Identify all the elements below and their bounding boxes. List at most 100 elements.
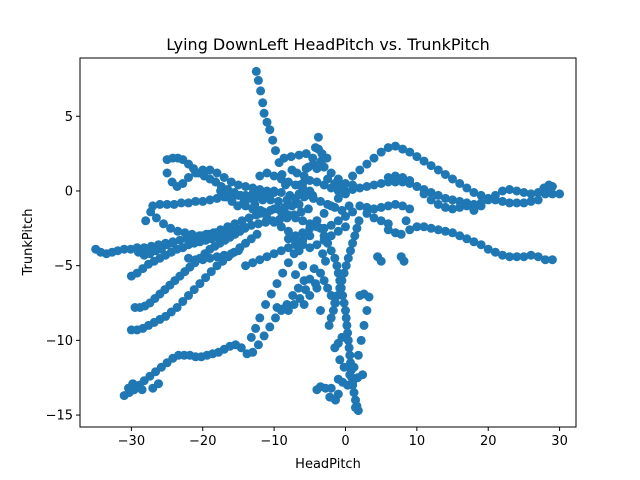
data-point xyxy=(346,246,355,256)
data-point xyxy=(253,75,263,85)
data-point xyxy=(244,193,254,203)
data-point xyxy=(376,147,386,157)
data-point xyxy=(233,246,243,256)
data-point xyxy=(419,156,429,166)
data-point xyxy=(294,189,304,199)
data-point xyxy=(248,347,258,357)
data-point xyxy=(326,246,336,256)
data-point xyxy=(273,196,283,206)
x-axis: −30 −20 −10 0 10 20 30 xyxy=(118,427,568,449)
data-point xyxy=(298,216,308,226)
data-point xyxy=(343,253,353,263)
data-point xyxy=(433,165,443,175)
data-point xyxy=(255,313,265,323)
data-point xyxy=(301,164,311,174)
data-point xyxy=(337,332,347,342)
data-point xyxy=(305,243,315,253)
data-point xyxy=(398,144,408,154)
y-tick-label: 0 xyxy=(65,184,73,199)
data-point xyxy=(312,177,322,187)
data-point xyxy=(433,225,443,235)
data-point xyxy=(335,355,345,365)
data-point xyxy=(271,146,280,156)
data-point xyxy=(178,179,188,188)
data-point xyxy=(248,258,258,268)
data-point xyxy=(262,189,272,199)
data-point xyxy=(476,190,486,200)
data-point xyxy=(526,196,536,206)
data-point xyxy=(330,253,340,263)
data-point xyxy=(383,173,393,182)
data-point xyxy=(178,297,188,306)
data-point xyxy=(255,208,265,218)
data-point xyxy=(469,188,479,197)
data-point xyxy=(191,196,201,206)
data-point xyxy=(341,313,351,323)
data-point xyxy=(383,201,393,211)
data-point xyxy=(324,320,334,330)
data-point xyxy=(328,306,338,315)
data-point xyxy=(426,223,436,233)
data-point xyxy=(226,177,236,187)
data-point xyxy=(301,149,311,159)
data-point xyxy=(296,207,306,217)
data-point xyxy=(316,196,325,206)
data-point xyxy=(283,258,293,268)
data-point xyxy=(313,132,323,142)
data-point xyxy=(241,201,251,211)
data-point xyxy=(419,189,429,199)
data-point xyxy=(348,180,358,190)
data-point xyxy=(440,193,450,203)
data-point xyxy=(195,279,205,289)
data-point xyxy=(124,383,133,393)
data-point xyxy=(291,180,300,190)
data-point xyxy=(176,198,186,208)
data-point xyxy=(265,322,275,332)
data-point xyxy=(255,171,265,181)
data-point xyxy=(337,276,347,286)
data-point xyxy=(339,298,349,308)
data-point xyxy=(401,216,411,226)
data-point xyxy=(262,117,272,127)
data-point xyxy=(205,253,215,263)
data-point xyxy=(303,204,313,214)
data-point xyxy=(405,225,415,235)
y-axis: −15 −10 −5 0 5 xyxy=(46,110,80,424)
data-point xyxy=(355,165,365,175)
data-point xyxy=(419,222,429,232)
data-point xyxy=(198,196,208,206)
data-point xyxy=(259,108,269,118)
data-point xyxy=(490,195,500,205)
data-point xyxy=(246,332,256,342)
data-point xyxy=(533,252,543,262)
data-point xyxy=(292,168,302,178)
data-point xyxy=(455,202,465,212)
data-point xyxy=(326,231,336,241)
data-point xyxy=(356,335,366,345)
data-point xyxy=(349,362,359,372)
data-point xyxy=(308,159,318,169)
data-point xyxy=(354,216,364,226)
data-point xyxy=(362,208,372,218)
data-point xyxy=(305,231,315,241)
data-point xyxy=(269,204,279,214)
data-point xyxy=(261,300,271,309)
x-tick-label: −20 xyxy=(189,434,216,449)
data-point xyxy=(269,217,279,227)
data-point xyxy=(426,161,436,171)
data-point xyxy=(305,291,315,300)
data-point xyxy=(440,202,450,212)
data-point xyxy=(251,66,261,76)
data-point xyxy=(405,204,415,214)
data-point xyxy=(291,213,300,223)
data-point xyxy=(333,389,343,399)
data-point xyxy=(483,193,493,203)
data-point xyxy=(298,261,308,271)
data-point xyxy=(335,283,345,293)
data-point xyxy=(369,213,379,223)
data-point xyxy=(333,193,343,203)
x-tick-label: 0 xyxy=(341,434,349,449)
data-point xyxy=(337,182,347,191)
data-point xyxy=(301,190,311,200)
data-point xyxy=(342,320,352,330)
